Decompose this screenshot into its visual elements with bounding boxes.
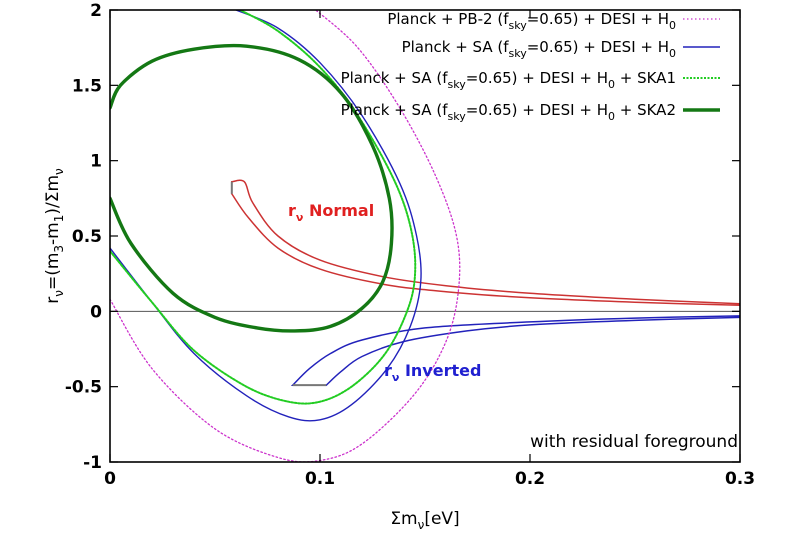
band-normal bbox=[231, 179, 740, 307]
x-axis-label: Σmν[eV] bbox=[390, 509, 459, 532]
plot-curves bbox=[110, 10, 740, 462]
y-tick-label: 0.5 bbox=[72, 227, 102, 247]
y-tick-labels: -1 -0.5 0 0.5 1 1.5 2 bbox=[65, 1, 102, 473]
x-tick-labels: 0 0.1 0.2 0.3 bbox=[104, 469, 755, 489]
x-tick-label: 0 bbox=[104, 469, 116, 489]
y-axis-label: rν=(m3-m1)/Σmν bbox=[43, 168, 66, 304]
x-tick-label: 0.2 bbox=[515, 469, 545, 489]
legend-entry-4: Planck + SA (fsky=0.65) + DESI + H0 + SK… bbox=[341, 101, 676, 123]
x-tick-label: 0.3 bbox=[725, 469, 755, 489]
series-contour-4 bbox=[110, 43, 394, 333]
series-contour-2 bbox=[110, 10, 422, 422]
y-tick-label: 2 bbox=[90, 1, 102, 21]
legend-entry-2: Planck + SA (fsky=0.65) + DESI + H0 bbox=[402, 38, 676, 60]
annotation-text: with residual foreground bbox=[530, 432, 738, 452]
legend: Planck + PB-2 (fsky=0.65) + DESI + H0 Pla… bbox=[341, 10, 720, 123]
x-tick-label: 0.1 bbox=[305, 469, 335, 489]
inverted-region-label: rν Inverted bbox=[384, 361, 481, 384]
tick-marks bbox=[109, 9, 741, 463]
legend-entry-1: Planck + PB-2 (fsky=0.65) + DESI + H0 bbox=[387, 10, 676, 32]
normal-region-label: rν Normal bbox=[288, 201, 374, 224]
series-contour-1 bbox=[110, 10, 461, 462]
y-tick-label: 1.5 bbox=[72, 76, 102, 96]
y-tick-label: -1 bbox=[83, 453, 102, 473]
y-tick-label: 1 bbox=[90, 152, 102, 172]
legend-entry-3: Planck + SA (fsky=0.65) + DESI + H0 + SK… bbox=[341, 69, 676, 91]
y-tick-label: 0 bbox=[90, 302, 102, 322]
y-tick-label: -0.5 bbox=[65, 378, 102, 398]
